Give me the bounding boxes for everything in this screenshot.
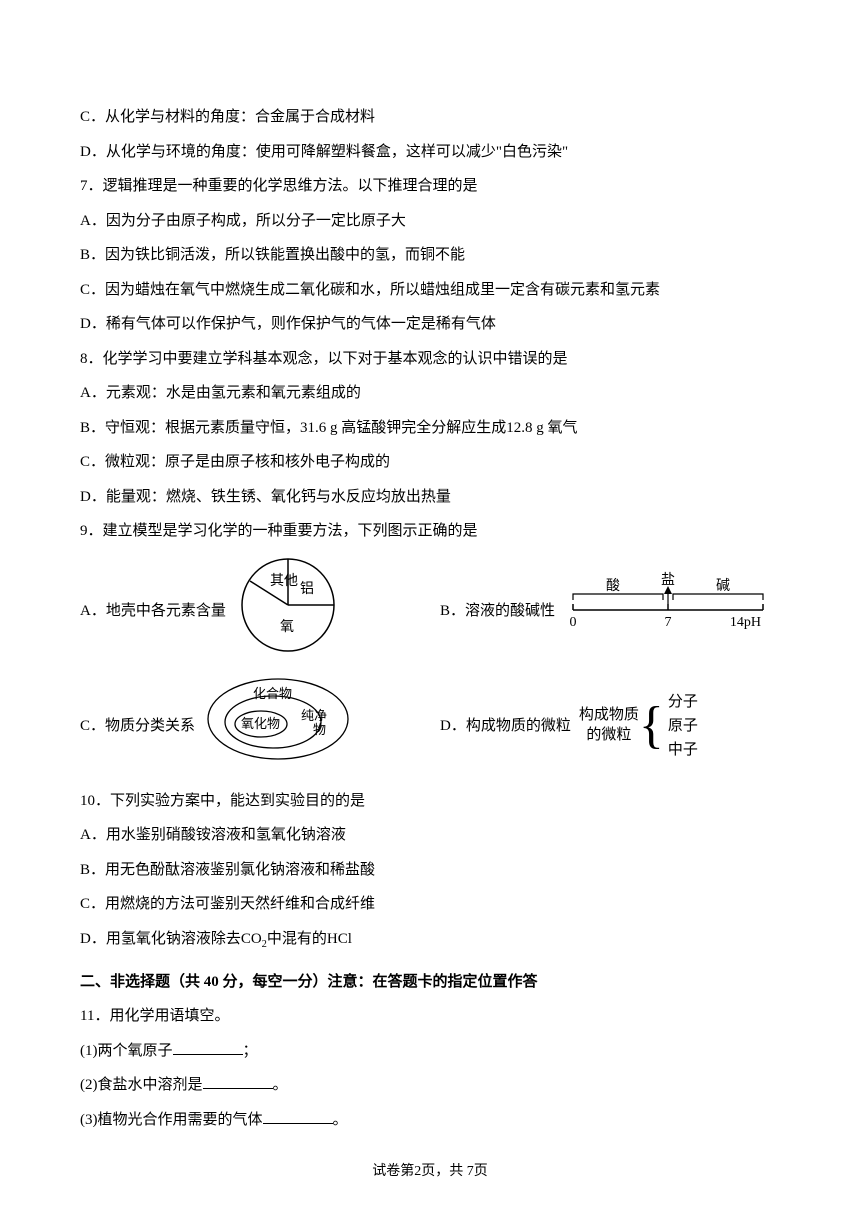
brace-item-2: 原子 [668, 714, 698, 738]
q10-d-pre: D．用氢氧化钠溶液除去CO [80, 931, 262, 947]
q10-d-post: 中混有的HCl [267, 931, 352, 947]
q9-a-label: A．地壳中各元素含量 [80, 594, 226, 629]
page-footer: 试卷第2页，共 7页 [0, 1156, 860, 1188]
q9-row-ab: A．地壳中各元素含量 其他 铝 氧 B．溶液的酸碱性 酸 盐 碱 [80, 555, 780, 669]
svg-text:化合物: 化合物 [253, 686, 292, 701]
svg-text:氧: 氧 [280, 619, 294, 635]
q6-option-c: C．从化学与材料的角度：合金属于合成材料 [80, 100, 780, 135]
q8-option-b: B．守恒观：根据元素质量守恒，31.6 g 高锰酸钾完全分解应生成12.8 g … [80, 411, 780, 446]
venn-diagram-icon: 化合物 氧化物 纯净 物 [203, 674, 353, 778]
q11-p1-pre: (1)两个氧原子 [80, 1043, 173, 1059]
q7-option-a: A．因为分子由原子构成，所以分子一定比原子大 [80, 204, 780, 239]
brace-item-3: 中子 [668, 738, 698, 762]
q10-option-c: C．用燃烧的方法可鉴别天然纤维和合成纤维 [80, 887, 780, 922]
svg-text:纯净: 纯净 [301, 708, 327, 723]
q9-option-b: B．溶液的酸碱性 酸 盐 碱 0 7 14pH [440, 570, 780, 654]
q10-option-d: D．用氢氧化钠溶液除去CO2中混有的HCl [80, 922, 780, 957]
q11-part-1: (1)两个氧原子 ； [80, 1034, 780, 1069]
q11-p3-post: 。 [333, 1112, 348, 1128]
q11-p2-post: 。 [273, 1077, 288, 1093]
section-2-heading: 二、非选择题（共 40 分，每空一分）注意：在答题卡的指定位置作答 [80, 965, 780, 1000]
q9-option-a: A．地壳中各元素含量 其他 铝 氧 [80, 555, 440, 669]
q8-stem: 8．化学学习中要建立学科基本观念，以下对于基本观念的认识中错误的是 [80, 342, 780, 377]
svg-text:铝: 铝 [300, 581, 314, 597]
brace-icon: { [639, 700, 664, 752]
q7-stem: 7．逻辑推理是一种重要的化学思维方法。以下推理合理的是 [80, 169, 780, 204]
q11-part-2: (2)食盐水中溶剂是 。 [80, 1068, 780, 1103]
svg-text:酸: 酸 [606, 578, 620, 594]
q9-stem: 9．建立模型是学习化学的一种重要方法，下列图示正确的是 [80, 514, 780, 549]
q7-option-c: C．因为蜡烛在氧气中燃烧生成二氧化碳和水，所以蜡烛组成里一定含有碳元素和氢元素 [80, 273, 780, 308]
brace-item-1: 分子 [668, 690, 698, 714]
svg-text:7: 7 [665, 615, 672, 630]
svg-text:其他: 其他 [270, 573, 298, 589]
q8-option-a: A．元素观：水是由氢元素和氧元素组成的 [80, 376, 780, 411]
q9-b-label: B．溶液的酸碱性 [440, 594, 555, 629]
brace-title: 构成物质的微粒 [579, 706, 639, 745]
q9-option-d: D．构成物质的微粒 构成物质的微粒 { 分子 原子 中子 [440, 690, 780, 762]
svg-text:碱: 碱 [716, 578, 730, 594]
q11-stem: 11．用化学用语填空。 [80, 999, 780, 1034]
blank-field[interactable] [263, 1109, 333, 1124]
svg-text:14pH: 14pH [730, 615, 761, 630]
q10-option-b: B．用无色酚酞溶液鉴别氯化钠溶液和稀盐酸 [80, 853, 780, 888]
brace-diagram-icon: 构成物质的微粒 { 分子 原子 中子 [579, 690, 698, 762]
q11-p2-pre: (2)食盐水中溶剂是 [80, 1077, 203, 1093]
q9-c-label: C．物质分类关系 [80, 709, 195, 744]
blank-field[interactable] [173, 1040, 243, 1055]
q9-option-c: C．物质分类关系 化合物 氧化物 纯净 物 [80, 674, 440, 778]
q11-part-3: (3)植物光合作用需要的气体 。 [80, 1103, 780, 1138]
pie-chart-icon: 其他 铝 氧 [234, 555, 342, 669]
blank-field[interactable] [203, 1074, 273, 1089]
svg-text:盐: 盐 [661, 572, 675, 588]
q7-option-b: B．因为铁比铜活泼，所以铁能置换出酸中的氢，而铜不能 [80, 238, 780, 273]
q6-option-d: D．从化学与环境的角度：使用可降解塑料餐盒，这样可以减少"白色污染" [80, 135, 780, 170]
ph-scale-icon: 酸 盐 碱 0 7 14pH [563, 570, 773, 654]
q10-stem: 10．下列实验方案中，能达到实验目的的是 [80, 784, 780, 819]
q9-d-label: D．构成物质的微粒 [440, 709, 571, 744]
q8-option-c: C．微粒观：原子是由原子核和核外电子构成的 [80, 445, 780, 480]
q10-option-a: A．用水鉴别硝酸铵溶液和氢氧化钠溶液 [80, 818, 780, 853]
q8-option-d: D．能量观：燃烧、铁生锈、氧化钙与水反应均放出热量 [80, 480, 780, 515]
svg-text:0: 0 [570, 615, 577, 630]
q9-row-cd: C．物质分类关系 化合物 氧化物 纯净 物 D．构成物质的微粒 构成物质的微粒 … [80, 674, 780, 778]
q11-p1-post: ； [243, 1043, 258, 1059]
q11-p3-pre: (3)植物光合作用需要的气体 [80, 1112, 263, 1128]
svg-text:物: 物 [313, 722, 326, 737]
svg-text:氧化物: 氧化物 [241, 716, 280, 731]
q7-option-d: D．稀有气体可以作保护气，则作保护气的气体一定是稀有气体 [80, 307, 780, 342]
